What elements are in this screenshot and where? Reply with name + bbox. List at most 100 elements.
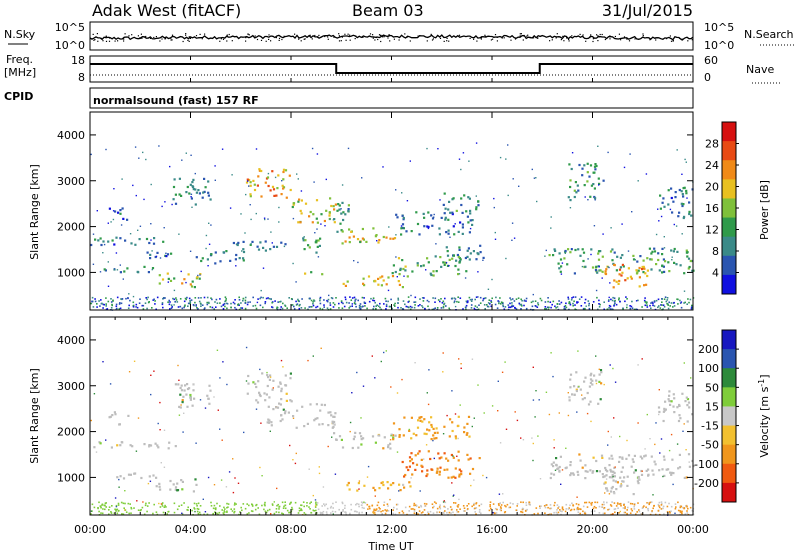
echo-cell <box>398 273 401 276</box>
echo-cell <box>344 240 347 243</box>
near-range-cell <box>286 307 288 309</box>
near-range-cell <box>141 304 144 307</box>
noise-search-point <box>493 36 495 38</box>
echo-cell <box>338 208 341 211</box>
echo-cell <box>638 276 641 279</box>
near-range-cell <box>577 511 580 513</box>
near-range-cell <box>187 305 189 307</box>
near-range-cell <box>143 513 146 516</box>
echo-cell <box>685 189 688 192</box>
near-range-cell <box>152 512 154 515</box>
near-range-cell <box>423 509 426 511</box>
echo-cell <box>237 241 240 244</box>
near-range-cell <box>206 301 208 304</box>
echo-cell <box>284 384 288 387</box>
echo-cell <box>661 201 664 204</box>
echo-cell <box>622 480 625 483</box>
echo-cell <box>400 227 403 230</box>
echo-cell <box>430 214 433 217</box>
near-range-cell <box>252 305 254 307</box>
near-range-cell <box>326 307 329 309</box>
echo-cell <box>164 254 167 257</box>
echo-cell <box>282 168 286 171</box>
near-range-cell <box>467 508 469 510</box>
echo-cell <box>110 446 113 449</box>
echo-cell <box>402 267 405 271</box>
near-range-cell <box>540 299 543 302</box>
sparse-cell <box>428 369 430 371</box>
sparse-cell <box>520 437 522 439</box>
echo-cell <box>432 274 435 277</box>
echo-cell <box>479 244 482 247</box>
sparse-cell <box>331 436 333 438</box>
echo-cell <box>309 210 312 214</box>
sparse-cell <box>182 431 184 433</box>
noise-search-point <box>124 33 126 35</box>
echo-cell <box>330 414 333 417</box>
near-range-cell <box>201 304 204 306</box>
sparse-cell <box>128 293 130 295</box>
near-range-cell <box>152 299 154 301</box>
echo-cell <box>634 469 637 472</box>
near-range-cell <box>568 302 570 305</box>
near-range-cell <box>511 302 513 304</box>
echo-cell <box>209 389 212 392</box>
echo-cell <box>476 252 479 255</box>
echo-cell <box>586 171 589 174</box>
sparse-cell <box>442 352 444 354</box>
near-range-cell <box>119 302 121 304</box>
noise-search-point <box>199 33 201 35</box>
noise-search-point <box>393 38 395 40</box>
echo-cell <box>643 455 646 458</box>
echo-cell <box>353 435 356 438</box>
echo-cell <box>327 411 330 414</box>
near-range-cell <box>289 503 291 505</box>
echo-cell <box>186 185 189 189</box>
sparse-cell <box>668 449 671 452</box>
sparse-cell <box>107 222 109 224</box>
near-range-cell <box>133 507 135 509</box>
echo-cell <box>104 269 107 272</box>
near-range-cell <box>626 306 628 309</box>
near-range-cell <box>552 300 555 303</box>
echo-cell <box>161 278 165 281</box>
echo-cell <box>280 414 283 417</box>
sparse-cell <box>571 152 574 154</box>
noise-search-point <box>398 39 400 41</box>
near-range-cell <box>623 504 625 506</box>
noise-search-point <box>590 34 592 36</box>
near-range-cell <box>525 504 528 506</box>
echo-cell <box>686 420 689 423</box>
echo-cell <box>257 248 261 251</box>
echo-cell <box>119 271 122 274</box>
velocity-y-label: Slant Range [km] <box>28 368 41 464</box>
near-range-cell <box>608 307 610 309</box>
near-range-cell <box>443 505 445 508</box>
near-range-cell <box>345 301 348 304</box>
near-range-cell <box>139 298 141 300</box>
near-range-cell <box>491 297 493 300</box>
colorbar-tick-label: 16 <box>705 202 719 215</box>
near-range-cell <box>454 298 457 300</box>
sparse-cell <box>195 442 197 444</box>
near-range-cell <box>474 305 477 307</box>
sparse-cell <box>235 265 237 267</box>
near-range-cell <box>329 507 332 509</box>
near-range-cell <box>411 306 413 309</box>
echo-cell <box>342 282 345 285</box>
near-range-cell <box>679 511 682 513</box>
noise-search-point <box>406 36 408 38</box>
sparse-cell <box>202 498 204 500</box>
echo-cell <box>463 431 466 434</box>
near-range-cell <box>132 306 135 308</box>
sparse-cell <box>385 350 387 352</box>
near-range-cell <box>686 510 688 512</box>
echo-cell <box>599 398 602 401</box>
near-range-cell <box>593 510 596 512</box>
echo-cell <box>192 389 195 392</box>
near-range-cell <box>267 509 269 512</box>
echo-cell <box>685 396 688 399</box>
near-range-cell <box>297 512 300 514</box>
echo-cell <box>359 240 362 244</box>
near-range-cell <box>650 302 652 304</box>
